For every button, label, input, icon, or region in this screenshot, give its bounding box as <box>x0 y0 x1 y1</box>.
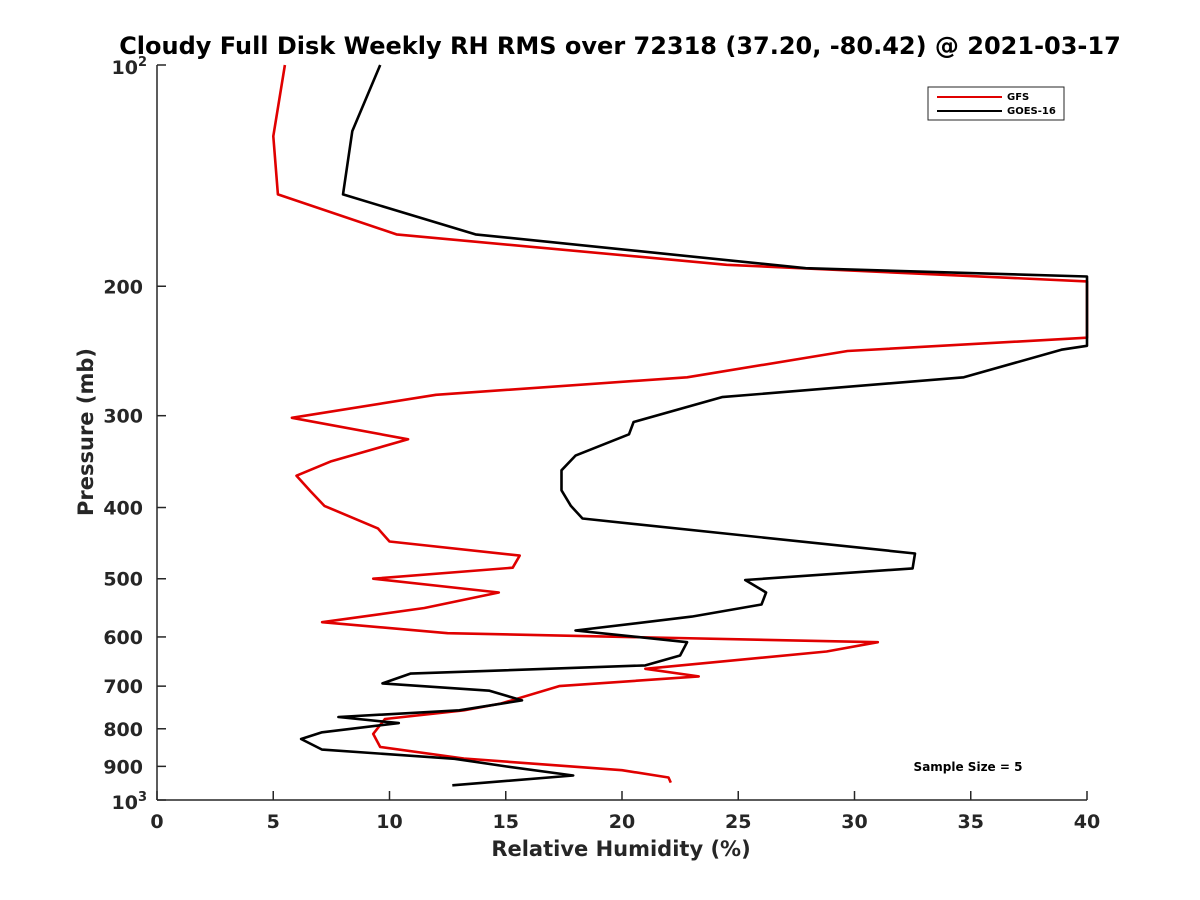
series-line-gfs <box>271 64 1089 784</box>
y-tick-label: 600 <box>103 627 143 649</box>
y-tick-label: 400 <box>103 498 143 520</box>
x-tick-label: 30 <box>841 811 867 833</box>
y-tick-label: 300 <box>103 406 143 428</box>
sample-size-annotation: Sample Size = 5 <box>914 760 1023 774</box>
y-tick-label: 200 <box>103 276 143 298</box>
x-tick-label: 5 <box>267 811 280 833</box>
x-tick-label: 15 <box>493 811 519 833</box>
series-line-goes-16 <box>299 64 1089 787</box>
x-tick-label: 25 <box>725 811 751 833</box>
x-tick-label: 0 <box>150 811 163 833</box>
x-tick-label: 40 <box>1074 811 1100 833</box>
y-ticks: 102 200 300 400 500 600 700 800 900 103 <box>103 55 166 814</box>
x-axis-label: Relative Humidity (%) <box>491 837 750 861</box>
x-ticks: 0 5 10 15 20 25 30 35 40 <box>150 791 1100 833</box>
legend-label-goes-16: GOES-16 <box>1007 106 1056 117</box>
legend-box <box>927 86 1065 121</box>
chart-title: Cloudy Full Disk Weekly RH RMS over 7231… <box>119 32 1121 60</box>
y-tick-label: 102 <box>112 55 148 79</box>
y-tick-label: 700 <box>103 676 143 698</box>
legend-label-gfs: GFS <box>1007 92 1029 103</box>
y-tick-label: 103 <box>112 790 148 814</box>
x-tick-label: 20 <box>609 811 635 833</box>
legend: GFS GOES-16 <box>927 86 1065 121</box>
x-tick-label: 35 <box>958 811 984 833</box>
y-tick-label: 500 <box>103 569 143 591</box>
y-tick-label: 800 <box>103 719 143 741</box>
y-axis-label: Pressure (mb) <box>74 348 98 516</box>
series-layer <box>271 64 1089 787</box>
y-tick-label: 900 <box>103 756 143 778</box>
x-tick-label: 10 <box>376 811 402 833</box>
